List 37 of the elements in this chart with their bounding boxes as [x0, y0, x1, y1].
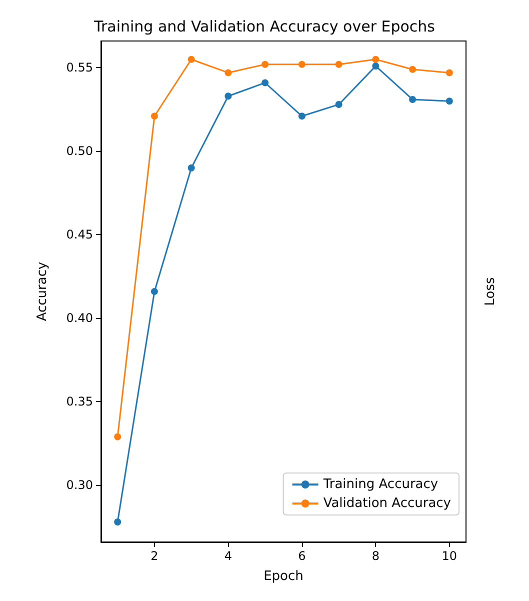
y-tick-label: 0.30 [66, 478, 93, 492]
y-tick-label: 0.35 [66, 394, 93, 409]
x-tick-label: 6 [298, 549, 306, 563]
point [335, 100, 342, 108]
point [114, 433, 122, 440]
y-tick-label: 0.55 [66, 60, 93, 75]
chart-title: Training and Validation Accuracy over Epochs [93, 18, 436, 36]
y-tick-label: 0.50 [66, 144, 93, 158]
x-tick-label: 8 [372, 549, 380, 563]
point [372, 62, 380, 70]
point [446, 98, 453, 105]
x-tick-label: 10 [442, 549, 458, 563]
point [409, 96, 416, 103]
point [446, 69, 453, 76]
x-tick-label: 4 [224, 549, 232, 563]
point [372, 56, 380, 63]
point [150, 112, 158, 120]
point [224, 92, 232, 100]
legend-label: Training Accuracy [322, 477, 438, 492]
point [409, 66, 416, 73]
x-axis-title: Epoch [264, 569, 304, 584]
x-tick-label: 2 [150, 549, 158, 563]
point [224, 69, 232, 76]
point [188, 56, 195, 63]
point [298, 60, 306, 68]
point [335, 60, 342, 68]
y2-axis-title: Loss [483, 277, 498, 306]
legend-label: Validation Accuracy [323, 496, 452, 511]
point [262, 79, 269, 86]
y-axis-title: Accuracy [35, 262, 50, 322]
point [114, 518, 122, 526]
y-tick-label: 0.45 [66, 228, 93, 242]
point [188, 164, 195, 172]
point [150, 288, 158, 295]
point [298, 112, 306, 120]
point [262, 60, 269, 68]
y-tick-label: 0.40 [66, 311, 93, 326]
